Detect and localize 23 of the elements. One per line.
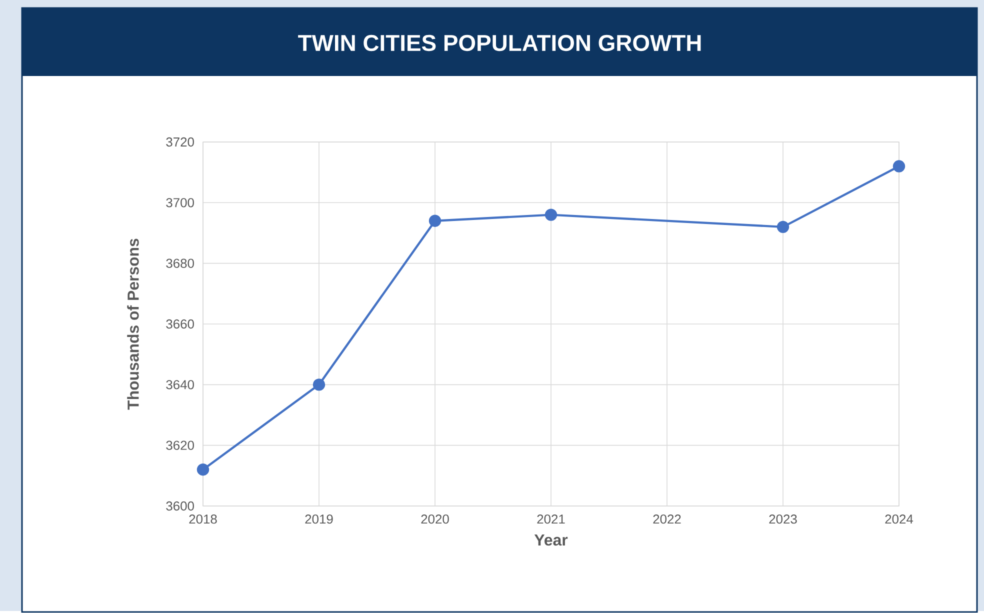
point [312, 378, 326, 391]
y-tick-label: 3680 [166, 258, 194, 268]
point [428, 214, 442, 228]
point [776, 220, 790, 234]
x-tick-label: 2019 [305, 514, 333, 524]
y-tick-label: 3620 [166, 440, 194, 450]
y-tick-label: 3700 [166, 198, 194, 208]
y-axis-title: Thousands of Persons [127, 238, 139, 410]
x-axis-title: Year [534, 534, 568, 546]
y-tick-label: 3640 [166, 380, 194, 390]
x-tick-label: 2022 [653, 514, 681, 524]
y-tick-label: 3720 [166, 138, 194, 147]
point [544, 208, 558, 222]
x-tick-label: 2018 [189, 514, 217, 524]
x-tick-label: 2021 [537, 514, 565, 524]
x-tick-label: 2020 [421, 514, 449, 524]
point [892, 160, 906, 172]
x-tick-label: 2023 [769, 514, 797, 524]
x-tick-label: 2024 [885, 514, 914, 524]
point [196, 464, 210, 476]
y-tick-label: 3600 [166, 502, 194, 511]
y-tick-label: 3660 [166, 320, 194, 329]
chart-title: TWIN CITIES POPULATION GROWTH [298, 35, 701, 52]
